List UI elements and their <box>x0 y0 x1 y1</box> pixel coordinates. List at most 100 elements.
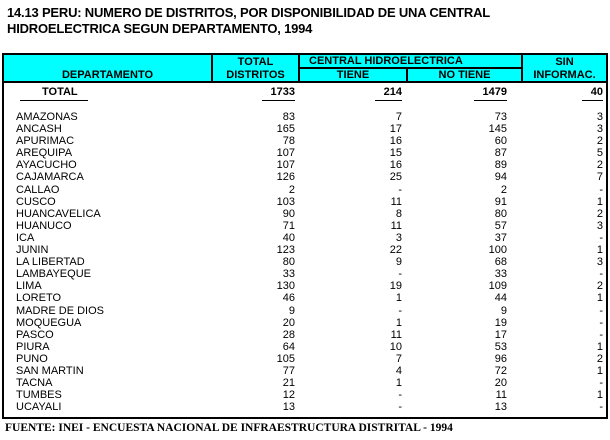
total-row-label-cell: TOTAL <box>4 86 211 101</box>
sin-informac-cell: 3 <box>596 256 603 269</box>
no-tiene-cell: 87 <box>494 147 507 160</box>
total-distritos-cell: 77 <box>282 364 295 377</box>
tiene-cell: 15 <box>389 147 402 160</box>
sin-informac-cell: - <box>599 328 603 341</box>
sin-informac-cell: - <box>599 401 603 414</box>
no-tiene-cell: 33 <box>494 268 507 281</box>
no-tiene-cell: 53 <box>494 340 507 353</box>
sin-informac-cell: 3 <box>596 219 603 232</box>
total-distritos-cell: 20 <box>282 316 295 329</box>
table-row: CUSCO 103 11 91 1 <box>4 196 606 208</box>
sin-informac-cell: 1 <box>596 244 603 257</box>
total-row-sin-cell: 40 <box>521 86 606 101</box>
no-tiene-cell: 68 <box>494 256 507 269</box>
departamento-cell: LIMA <box>16 280 42 293</box>
total-distritos-cell: 105 <box>276 352 295 365</box>
departamento-cell: AMAZONAS <box>16 111 78 123</box>
total-distritos-cell: 13 <box>282 401 295 414</box>
tiene-cell: 22 <box>389 244 402 257</box>
tiene-cell: 10 <box>389 340 402 353</box>
total-distritos-cell: 78 <box>282 135 295 148</box>
total-distritos-cell: 103 <box>276 195 295 208</box>
total-distritos-cell: 40 <box>282 231 295 244</box>
departamento-cell: LORETO <box>16 292 62 305</box>
title-line-1: 14.13 PERU: NUMERO DE DISTRITOS, POR DIS… <box>7 5 491 20</box>
total-row-no-tiene-cell: 1479 <box>406 86 521 101</box>
no-tiene-cell: 17 <box>494 328 507 341</box>
sin-informac-cell: 1 <box>596 340 603 353</box>
sin-informac-cell: - <box>599 304 603 317</box>
no-tiene-cell: 109 <box>488 280 507 293</box>
departamento-cell: UCAYALI <box>16 401 62 414</box>
departamento-cell: MADRE DE DIOS <box>16 304 105 317</box>
tiene-cell: 4 <box>395 364 402 377</box>
total-distritos-cell: 165 <box>276 123 295 136</box>
departamento-cell: MOQUEGUA <box>16 316 82 329</box>
table-row: MOQUEGUA 20 1 19 - <box>4 317 606 329</box>
header-central-hidroelectrica-label: CENTRAL HIDROELECTRICA <box>300 55 521 69</box>
table-row: PUNO 105 7 96 2 <box>4 353 606 365</box>
header-tiene-label: TIENE <box>336 69 370 81</box>
total-distritos-cell: 28 <box>282 328 295 341</box>
total-row: TOTAL 1733 214 1479 40 <box>4 86 606 101</box>
sin-informac-cell: 1 <box>596 292 603 305</box>
departamento-cell: PIURA <box>16 340 50 353</box>
sin-informac-cell: 2 <box>596 159 603 172</box>
departamento-cell: JUNIN <box>16 244 49 257</box>
no-tiene-cell: 80 <box>494 207 507 220</box>
table-body-area: TOTAL 1733 214 1479 40 AMAZONAS 83 7 73 … <box>4 83 606 417</box>
sin-informac-cell: 1 <box>596 389 603 402</box>
departamento-cell: LAMBAYEQUE <box>16 268 91 281</box>
departamento-cell: SAN MARTIN <box>16 364 84 377</box>
total-distritos-cell: 107 <box>276 147 295 160</box>
total-row-total-cell: 1733 <box>211 86 298 101</box>
tiene-cell: 7 <box>395 352 402 365</box>
departamento-cell: PUNO <box>16 352 48 365</box>
departamento-cell: CALLAO <box>16 183 60 196</box>
table-row: CAJAMARCA 126 25 94 7 <box>4 171 606 183</box>
header-central-hidroelectrica-group: CENTRAL HIDROELECTRICA TIENE NO TIENE <box>298 55 521 81</box>
total-distritos-cell: 83 <box>282 111 295 123</box>
total-distritos-cell: 9 <box>288 304 295 317</box>
table-row: JUNIN 123 22 100 1 <box>4 244 606 256</box>
tiene-cell: - <box>398 268 402 281</box>
total-distritos-cell: 46 <box>282 292 295 305</box>
table-row: LIMA 130 19 109 2 <box>4 280 606 292</box>
total-distritos-cell: 80 <box>282 256 295 269</box>
no-tiene-cell: 94 <box>494 171 507 184</box>
sin-informac-cell: 2 <box>596 207 603 220</box>
header-sin-informac-cell: SIN INFORMAC. <box>521 55 606 81</box>
no-tiene-cell: 37 <box>494 231 507 244</box>
table-row: APURIMAC 78 16 60 2 <box>4 135 606 147</box>
sin-informac-cell: 2 <box>596 280 603 293</box>
header-sin-label: SIN <box>555 55 574 68</box>
table-row: PASCO 28 11 17 - <box>4 329 606 341</box>
no-tiene-cell: 20 <box>494 377 507 390</box>
tiene-cell: 9 <box>395 256 402 269</box>
tiene-cell: 3 <box>395 231 402 244</box>
header-no-tiene-label: NO TIENE <box>406 69 521 81</box>
table-row: HUANUCO 71 11 57 3 <box>4 220 606 232</box>
table-row: ICA 40 3 37 - <box>4 232 606 244</box>
total-distritos-cell: 71 <box>282 219 295 232</box>
departamento-cell: ICA <box>16 231 35 244</box>
no-tiene-cell: 100 <box>488 244 507 257</box>
table-row: LA LIBERTAD 80 9 68 3 <box>4 256 606 268</box>
no-tiene-cell: 57 <box>494 219 507 232</box>
sin-informac-cell: 3 <box>596 111 603 123</box>
sin-informac-cell: 2 <box>596 352 603 365</box>
no-tiene-cell: 73 <box>494 111 507 123</box>
tiene-cell: - <box>398 304 402 317</box>
table-row: PIURA 64 10 53 1 <box>4 341 606 353</box>
departamento-cell: HUANUCO <box>16 219 72 232</box>
table-row: AMAZONAS 83 7 73 3 <box>4 111 606 123</box>
tiene-cell: - <box>398 183 402 196</box>
no-tiene-cell: 91 <box>494 195 507 208</box>
departamento-cell: TACNA <box>16 377 53 390</box>
departamento-cell: TUMBES <box>16 389 62 402</box>
no-tiene-cell: 96 <box>494 352 507 365</box>
sin-informac-cell: 5 <box>596 147 603 160</box>
tiene-cell: 25 <box>389 171 402 184</box>
sin-informac-cell: - <box>599 377 603 390</box>
table-row: HUANCAVELICA 90 8 80 2 <box>4 208 606 220</box>
